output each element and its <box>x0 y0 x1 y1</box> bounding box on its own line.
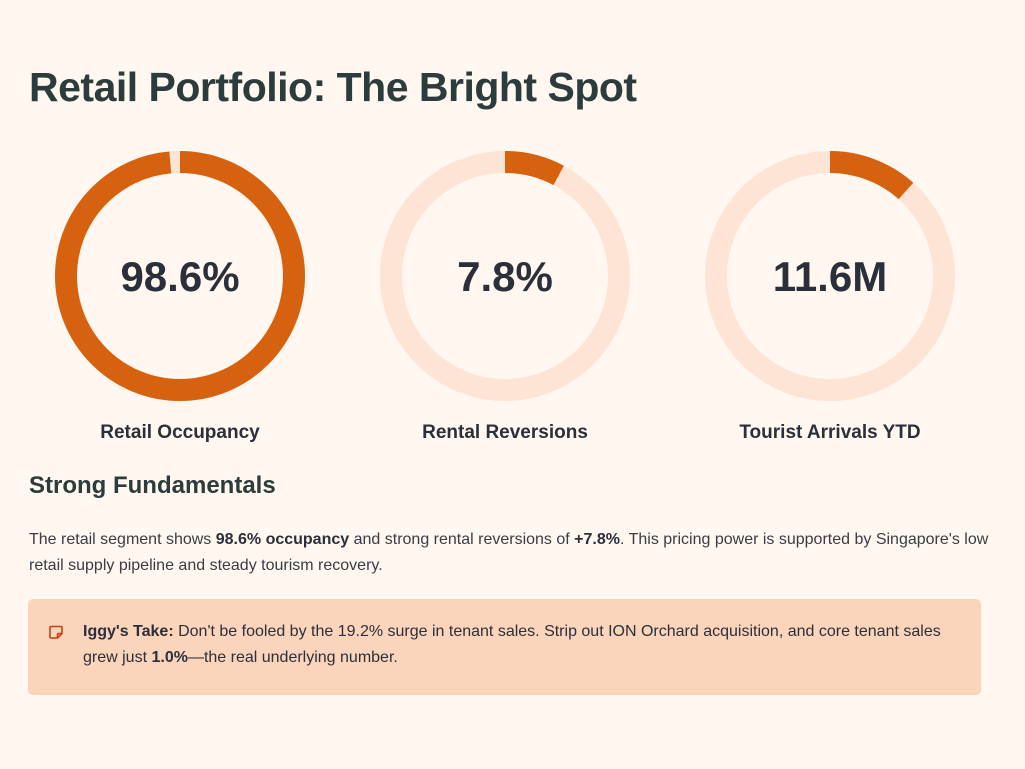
note-icon <box>49 625 63 639</box>
stat-card-tourist-arrivals: 11.6M Tourist Arrivals YTD <box>704 150 956 444</box>
stat-label: Rental Reversions <box>422 422 588 443</box>
gauge-value: 7.8% <box>457 253 553 300</box>
stat-card-reversions: 7.8% Rental Reversions <box>379 150 631 444</box>
occupancy-gauge: 98.6% <box>55 151 305 401</box>
stat-label: Tourist Arrivals YTD <box>739 422 921 443</box>
callout-text: Iggy's Take: Don't be fooled by the 19.2… <box>83 619 963 671</box>
occupancy-highlight: 98.6% occupancy <box>215 531 350 548</box>
stat-card-occupancy: 98.6% Retail Occupancy <box>54 150 306 444</box>
callout-label: Iggy's Take: <box>83 623 174 640</box>
reversion-highlight: +7.8% <box>574 531 620 548</box>
text-segment: The retail segment shows <box>29 531 216 548</box>
iggys-take-callout: Iggy's Take: Don't be fooled by the 19.2… <box>28 599 981 695</box>
reversions-gauge: 7.8% <box>380 151 630 401</box>
stat-label: Retail Occupancy <box>100 422 260 443</box>
text-segment: —the real underlying number. <box>187 649 398 666</box>
text-segment: . This pricing power is supported by Sin… <box>29 531 989 574</box>
section-heading: Strong Fundamentals <box>29 472 276 499</box>
gauge-arc <box>55 151 305 401</box>
text-segment: Don't be fooled by the 19.2% surge in te… <box>83 623 941 666</box>
tourist-arrivals-gauge: 11.6M <box>705 151 955 401</box>
core-sales-highlight: 1.0% <box>151 649 188 666</box>
gauge-value: 11.6M <box>773 253 887 300</box>
text-segment: and strong rental reversions of <box>349 531 575 548</box>
gauge-arc <box>705 151 955 401</box>
fundamentals-paragraph: The retail segment shows 98.6% occupancy… <box>29 527 989 579</box>
gauge-value: 98.6% <box>120 253 239 300</box>
page-title: Retail Portfolio: The Bright Spot <box>29 64 637 110</box>
gauge-arc <box>380 151 630 401</box>
